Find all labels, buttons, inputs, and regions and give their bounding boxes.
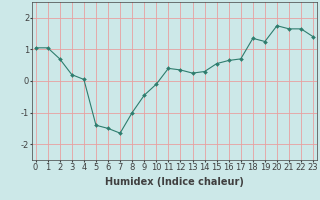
X-axis label: Humidex (Indice chaleur): Humidex (Indice chaleur) (105, 177, 244, 187)
